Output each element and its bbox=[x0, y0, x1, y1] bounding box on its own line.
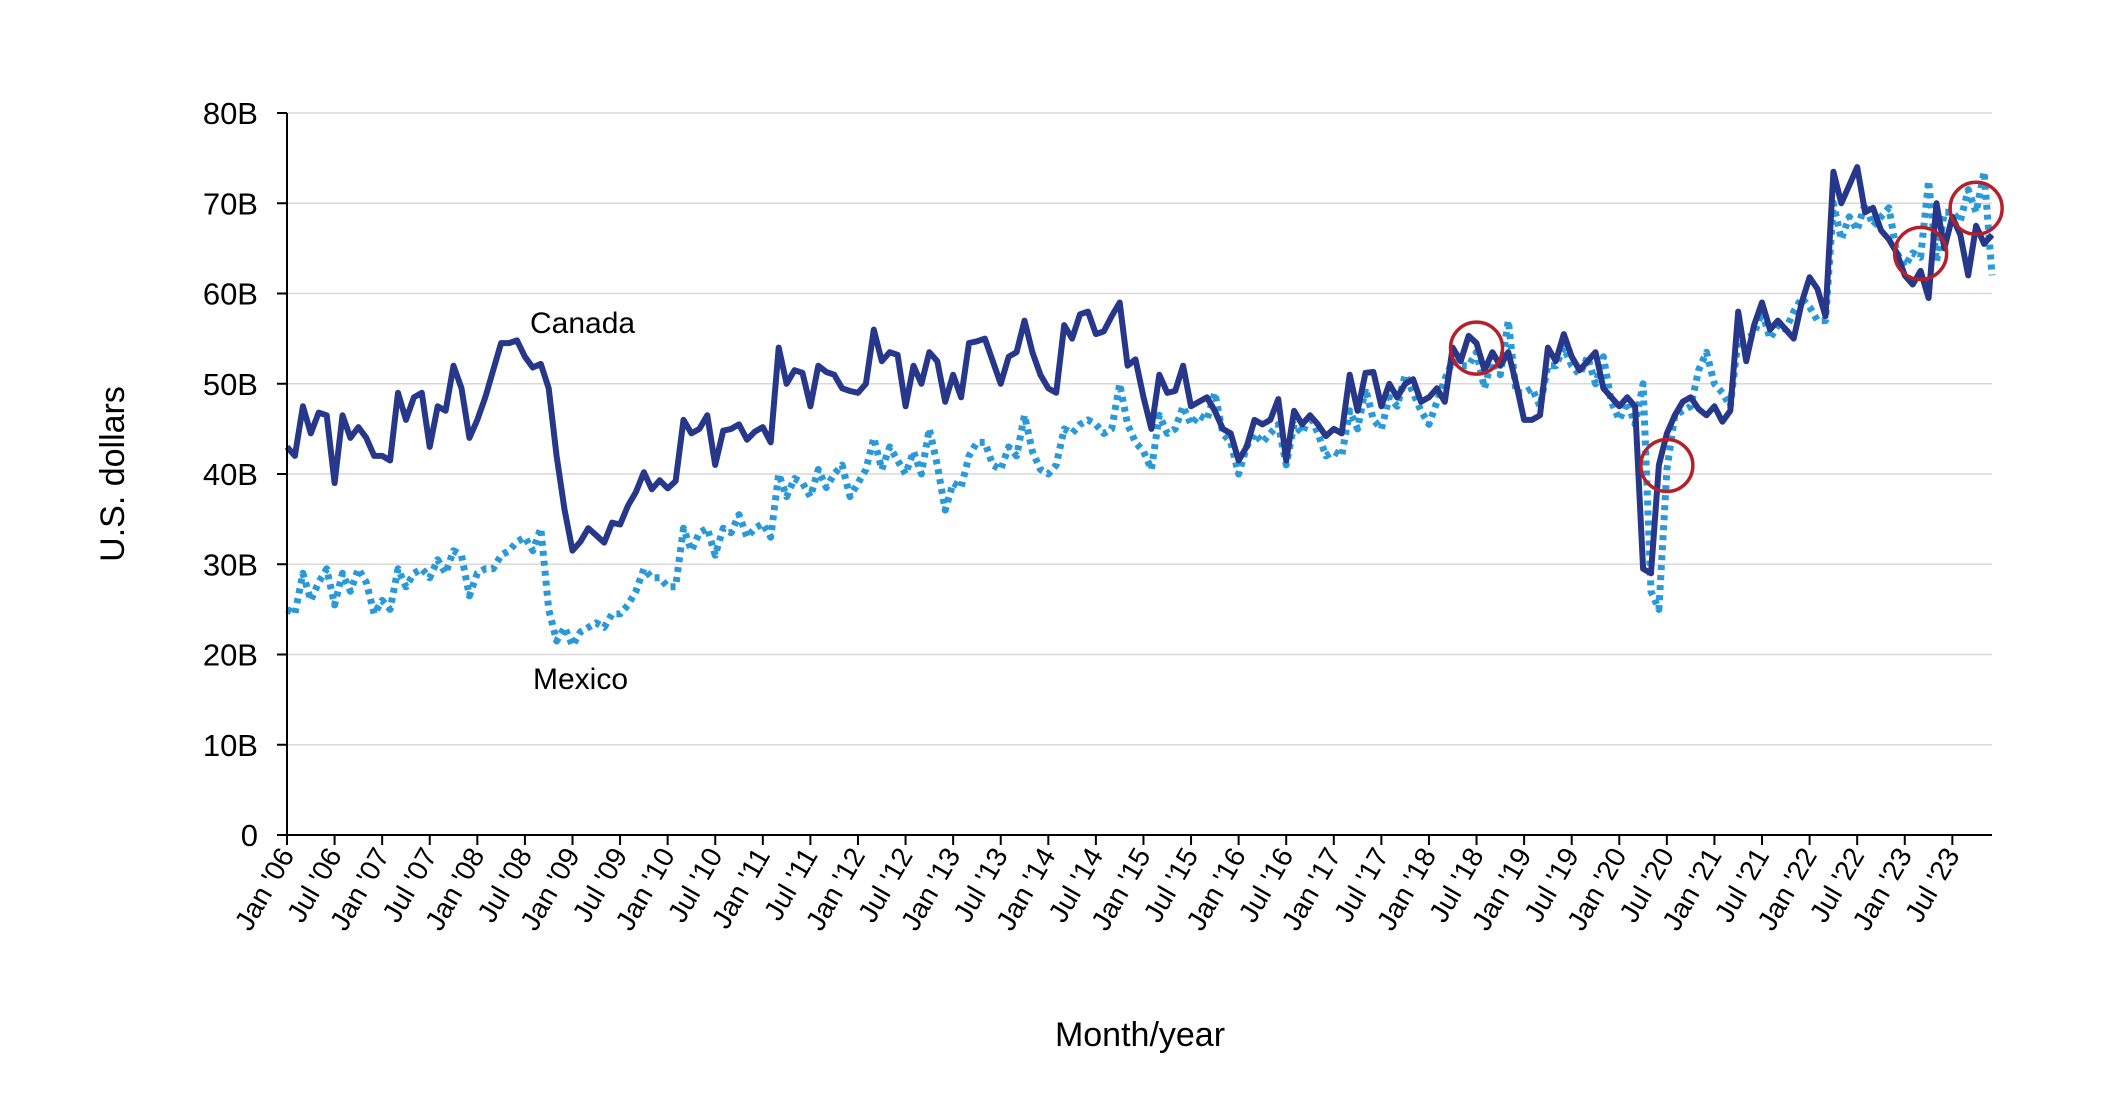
y-tick-label: 10B bbox=[203, 728, 258, 763]
highlight-circles bbox=[1448, 180, 2004, 494]
y-tick-label: 30B bbox=[203, 547, 258, 582]
highlight-circle bbox=[1892, 225, 1949, 282]
highlight-circle bbox=[1639, 437, 1695, 494]
series-line-canada bbox=[284, 164, 1995, 577]
series-label-mexico: Mexico bbox=[533, 663, 628, 696]
y-tick-label: 70B bbox=[203, 186, 258, 221]
series-label-canada: Canada bbox=[530, 307, 635, 340]
series-lines bbox=[284, 164, 1996, 649]
highlight-circle bbox=[1448, 320, 1505, 376]
y-tick-label: 50B bbox=[203, 367, 258, 402]
y-tick-label: 80B bbox=[203, 96, 258, 131]
highlight-circle bbox=[1948, 180, 2004, 237]
y-axis-title: U.S. dollars bbox=[94, 386, 132, 562]
x-axis-title: Month/year bbox=[1055, 1016, 1225, 1054]
y-tick-label: 20B bbox=[203, 638, 258, 673]
grid-lines bbox=[287, 112, 1992, 746]
x-tick-label: Jan '06 bbox=[229, 843, 301, 936]
y-axis-ticks: 0 10B 20B 30B 40B 50B 60B 70B 80B bbox=[203, 96, 287, 853]
y-tick-label: 40B bbox=[203, 457, 258, 492]
y-tick-label: 60B bbox=[203, 277, 258, 312]
series-line-mexico bbox=[285, 168, 1996, 649]
y-tick-label: 0 bbox=[241, 818, 258, 853]
